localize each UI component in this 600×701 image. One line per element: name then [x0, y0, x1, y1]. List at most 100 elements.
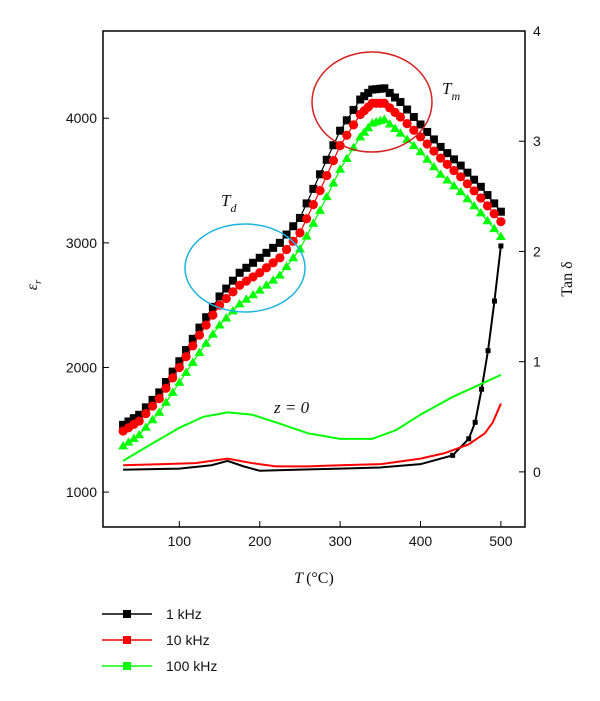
permittivity-line: [122, 118, 502, 447]
permittivity-point: [128, 433, 139, 442]
permittivity-point: [141, 408, 151, 419]
permittivity-point: [215, 292, 224, 301]
y-right-title: Tan δ: [559, 261, 576, 296]
permittivity-point: [201, 338, 212, 347]
permittivity-point: [242, 263, 251, 272]
permittivity-point: [321, 191, 332, 201]
permittivity-point: [182, 346, 191, 355]
permittivity-point: [295, 228, 305, 238]
permittivity-point: [207, 329, 218, 338]
permittivity-point: [268, 258, 278, 268]
y-left-title: εr: [24, 279, 44, 290]
legend-marker: [123, 610, 131, 618]
permittivity-point: [148, 395, 157, 404]
legend-label: 1 kHz: [166, 606, 202, 622]
permittivity-point: [328, 178, 339, 187]
permittivity-point: [294, 244, 305, 253]
legend-label: 10 kHz: [166, 632, 210, 648]
permittivity-point: [456, 161, 465, 170]
series-2: [118, 114, 506, 462]
permittivity-point: [134, 429, 145, 439]
permittivity-point: [261, 263, 272, 273]
permittivity-point: [275, 253, 285, 263]
permittivity-point: [476, 182, 485, 191]
series-0: [119, 84, 505, 472]
permittivity-point: [147, 414, 158, 424]
permittivity-point: [208, 310, 218, 320]
permittivity-point: [221, 313, 232, 322]
permittivity-point: [422, 139, 432, 149]
permittivity-point: [495, 231, 506, 241]
permittivity-point: [175, 357, 184, 366]
permittivity-point: [194, 347, 205, 356]
permittivity-point: [235, 280, 245, 290]
permittivity-point: [429, 146, 439, 156]
permittivity-point: [168, 373, 178, 383]
permittivity-point: [409, 125, 419, 135]
permittivity-point: [462, 193, 473, 203]
permittivity-point: [208, 302, 217, 311]
td-annotation: Td: [221, 191, 237, 215]
tan-delta-point: [491, 298, 497, 304]
permittivity-point: [140, 422, 151, 431]
permittivity-point: [167, 387, 178, 396]
permittivity-point: [422, 154, 433, 163]
permittivity-point: [309, 184, 318, 193]
permittivity-point: [262, 248, 271, 257]
permittivity-point: [281, 244, 292, 255]
plot-frame: [102, 30, 526, 528]
permittivity-point: [341, 153, 352, 162]
permittivity-point: [227, 306, 238, 315]
td-ellipse: [184, 223, 306, 313]
permittivity-point: [288, 252, 299, 262]
permittivity-point: [391, 93, 400, 102]
series-1: [118, 98, 506, 468]
permittivity-point: [342, 116, 351, 125]
permittivity-point: [482, 201, 493, 211]
permittivity-point: [390, 123, 401, 133]
permittivity-point: [376, 84, 385, 93]
permittivity-point: [195, 323, 204, 332]
permittivity-point: [496, 217, 506, 227]
y-left-tick-label: 3000: [66, 235, 97, 251]
permittivity-point: [234, 298, 245, 308]
permittivity-point: [228, 276, 237, 285]
permittivity-point: [456, 172, 466, 182]
permittivity-point: [359, 127, 370, 136]
permittivity-point: [124, 417, 133, 426]
permittivity-point: [322, 170, 332, 181]
x-tick-label: 200: [248, 533, 272, 549]
y-left-tick-label: 1000: [66, 484, 97, 500]
annotation-group: Td Tm z = 0: [184, 51, 460, 417]
permittivity-point: [408, 140, 419, 150]
permittivity-point: [289, 222, 298, 231]
permittivity-point: [188, 334, 197, 343]
y-right-tick-label: 1: [533, 354, 541, 370]
permittivity-point: [141, 403, 150, 412]
permittivity-point: [241, 276, 251, 286]
permittivity-point: [349, 105, 358, 114]
permittivity-point: [249, 258, 258, 267]
permittivity-point: [154, 394, 164, 404]
tm-annotation: Tm: [442, 79, 460, 103]
permittivity-point: [356, 95, 365, 104]
tm-ellipse: [311, 51, 433, 153]
x-tick-label: 500: [489, 533, 513, 549]
permittivity-point: [302, 214, 312, 224]
permittivity-point: [428, 161, 439, 171]
permittivity-point: [476, 193, 486, 203]
permittivity-point: [135, 410, 144, 419]
permittivity-point: [281, 261, 292, 270]
permittivity-point: [348, 120, 359, 130]
permittivity-point: [315, 205, 325, 214]
permittivity-point: [469, 186, 479, 196]
x-axis-title: T (°C): [294, 570, 334, 587]
permittivity-point: [129, 414, 138, 423]
permittivity-point: [118, 441, 129, 450]
permittivity-point: [380, 84, 389, 93]
permittivity-point: [483, 191, 492, 200]
permittivity-point: [482, 215, 493, 225]
permittivity-point: [462, 179, 472, 189]
permittivity-point: [274, 270, 285, 279]
